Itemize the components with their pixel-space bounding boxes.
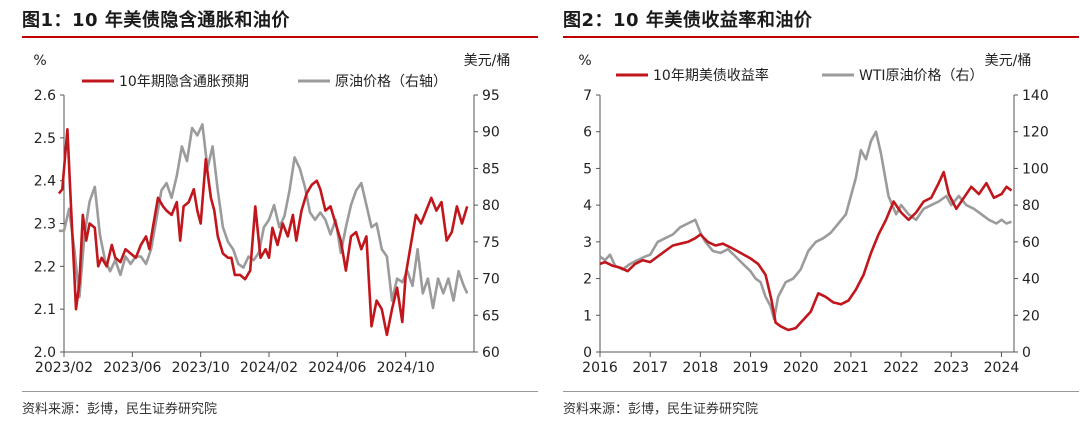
left-axis-unit: % bbox=[33, 53, 46, 69]
x-tick-label: 2024/06 bbox=[308, 360, 366, 376]
x-tick-label: 2024 bbox=[984, 360, 1020, 376]
left-tick-label: 2.0 bbox=[34, 345, 56, 361]
figure-1-chart: % 美元/桶 2.0 2.1 2.2 2.3 2.4 2.5 2.6 60 65 70 75 80 85 90… bbox=[33, 53, 511, 376]
figure-2-chart: % 美元/桶 0 1 2 3 4 5 6 7 0 20 40 60 80 100 120 140 2016 2017 2… bbox=[578, 53, 1049, 376]
right-tick-label: 75 bbox=[482, 235, 500, 251]
right-tick-label: 40 bbox=[1022, 272, 1040, 288]
right-axis-unit: 美元/桶 bbox=[464, 53, 511, 69]
figure-1-title: 图1：10 年美债隐含通胀和油价 bbox=[22, 10, 290, 31]
legend-label: 原油价格（右轴） bbox=[335, 74, 447, 90]
figure-1-source-rule bbox=[22, 391, 538, 392]
left-tick-label: 2.1 bbox=[34, 302, 56, 318]
left-axis-unit: % bbox=[578, 53, 591, 69]
x-tick-label: 2024/10 bbox=[377, 360, 435, 376]
left-tick-label: 7 bbox=[583, 88, 592, 104]
panel-figure-1: 图1：10 年美债隐含通胀和油价 % 美元/桶 2.0 2.1 2.2 2.3 2.4 2.5… bbox=[22, 0, 538, 424]
right-tick-label: 70 bbox=[482, 272, 500, 288]
right-tick-label: 85 bbox=[482, 161, 500, 177]
x-tick-label: 2023/02 bbox=[35, 360, 93, 376]
right-tick-label: 120 bbox=[1022, 125, 1049, 141]
series-line-oil bbox=[599, 130, 1012, 321]
right-tick-label: 90 bbox=[482, 125, 500, 141]
right-tick-label: 80 bbox=[482, 198, 500, 214]
x-tick-label: 2016 bbox=[582, 360, 618, 376]
x-tick-label: 2024/02 bbox=[240, 360, 298, 376]
left-tick-label: 3 bbox=[583, 235, 592, 251]
series-line-primary bbox=[599, 170, 1013, 332]
left-tick-label: 6 bbox=[583, 125, 592, 141]
left-tick-label: 2.4 bbox=[34, 174, 56, 190]
legend-label: WTI原油价格（右） bbox=[859, 68, 984, 84]
left-tick-label: 2 bbox=[583, 272, 592, 288]
right-tick-label: 80 bbox=[1022, 198, 1040, 214]
x-tick-label: 2022 bbox=[883, 360, 919, 376]
x-tick-label: 2019 bbox=[733, 360, 769, 376]
figure-2-title-rule bbox=[563, 36, 1079, 38]
right-axis-unit: 美元/桶 bbox=[985, 53, 1032, 69]
left-tick-label: 5 bbox=[583, 161, 592, 177]
left-tick-label: 0 bbox=[583, 345, 592, 361]
x-tick-label: 2017 bbox=[632, 360, 668, 376]
figure-2-source: 资料来源：彭博，民生证券研究院 bbox=[563, 402, 759, 417]
right-tick-label: 0 bbox=[1022, 345, 1031, 361]
left-tick-label: 1 bbox=[583, 308, 592, 324]
legend-label: 10年期隐含通胀预期 bbox=[119, 74, 249, 90]
panel-figure-2: 图2：10 年美债收益率和油价 % 美元/桶 0 1 2 3 4 5 6 7 0 20 40 60 80 10… bbox=[563, 0, 1079, 424]
x-tick-label: 2021 bbox=[833, 360, 869, 376]
figure-2-title: 图2：10 年美债收益率和油价 bbox=[563, 10, 813, 31]
right-tick-label: 140 bbox=[1022, 88, 1049, 104]
series-line-oil bbox=[58, 123, 469, 310]
left-tick-label: 2.6 bbox=[34, 88, 56, 104]
left-tick-label: 2.3 bbox=[34, 217, 56, 233]
series-line-primary bbox=[57, 128, 469, 337]
right-tick-label: 20 bbox=[1022, 308, 1040, 324]
left-tick-label: 4 bbox=[583, 198, 592, 214]
figure-1-title-rule bbox=[22, 36, 538, 38]
x-tick-label: 2018 bbox=[683, 360, 719, 376]
right-tick-label: 60 bbox=[482, 345, 500, 361]
x-tick-label: 2023/06 bbox=[103, 360, 161, 376]
legend-label: 10年期美债收益率 bbox=[653, 67, 769, 84]
left-tick-label: 2.2 bbox=[34, 259, 56, 275]
right-tick-label: 100 bbox=[1022, 161, 1049, 177]
right-tick-label: 60 bbox=[1022, 235, 1040, 251]
x-tick-label: 2023 bbox=[933, 360, 969, 376]
right-tick-label: 95 bbox=[482, 88, 500, 104]
x-tick-label: 2023/10 bbox=[172, 360, 230, 376]
figure-2-source-rule bbox=[563, 391, 1079, 392]
x-tick-label: 2020 bbox=[783, 360, 819, 376]
left-tick-label: 2.5 bbox=[34, 131, 56, 147]
figure-1-source: 资料来源：彭博，民生证券研究院 bbox=[22, 402, 218, 417]
right-tick-label: 65 bbox=[482, 308, 500, 324]
